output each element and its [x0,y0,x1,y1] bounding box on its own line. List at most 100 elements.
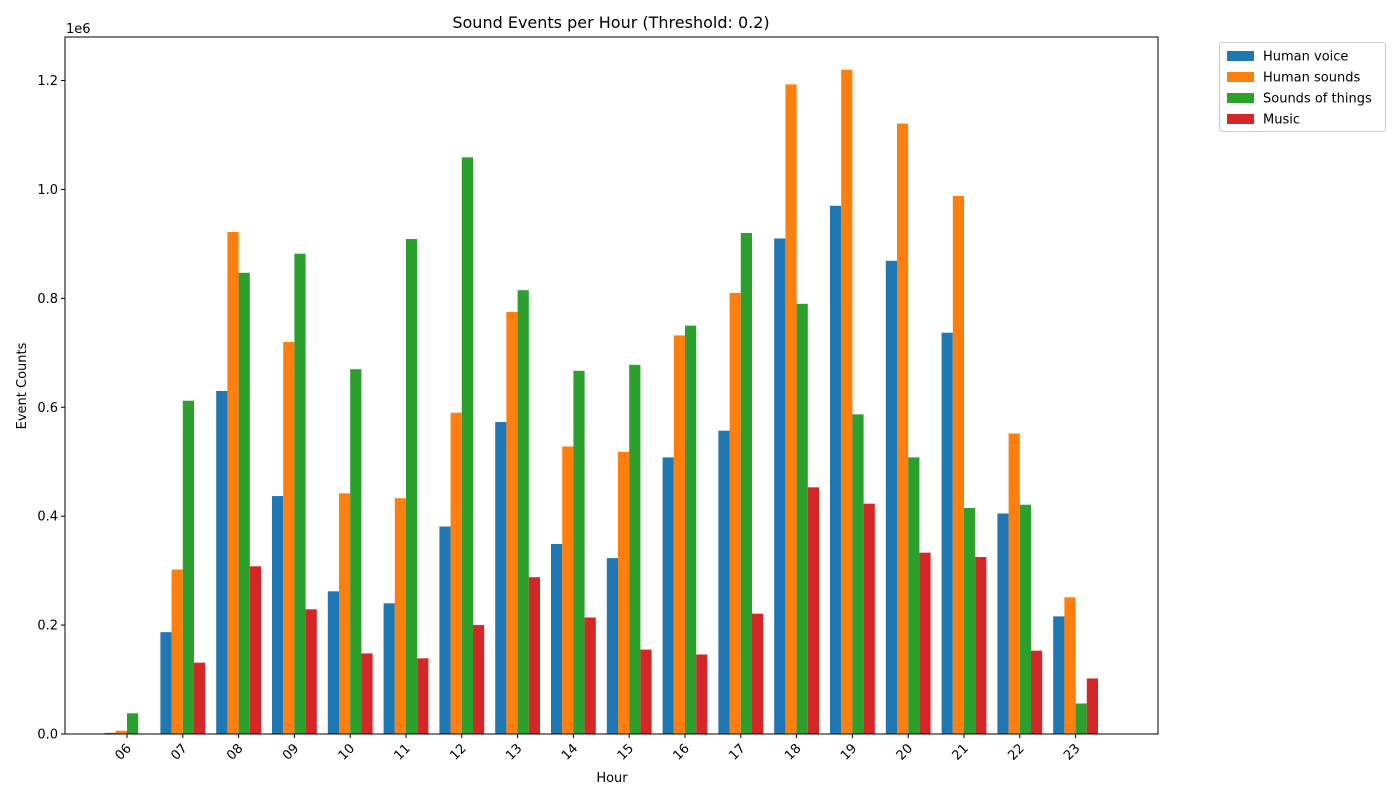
x-axis-label: Hour [596,771,628,786]
bar-human-sounds-09 [283,341,295,734]
bar-sounds-of-things-09 [294,253,306,734]
x-tick-label: 08 [224,741,246,763]
x-tick-label: 18 [782,741,804,763]
legend-swatch [1227,51,1254,61]
x-tick-label: 20 [894,741,916,763]
bar-human-voice-11 [383,603,395,734]
bar-music-14 [584,617,596,734]
bars-layer [104,69,1098,735]
bar-human-voice-10 [327,591,339,734]
bar-sounds-of-things-10 [350,369,362,734]
bar-human-sounds-13 [506,311,518,734]
x-tick-label: 16 [671,741,693,763]
bar-human-voice-21 [941,332,953,734]
bar-sounds-of-things-06 [127,713,139,734]
bar-music-11 [417,658,429,734]
bar-human-voice-18 [774,238,786,735]
bar-sounds-of-things-22 [1019,504,1031,734]
bar-human-voice-19 [830,205,842,735]
bar-human-voice-13 [495,421,507,734]
legend-entry: Human sounds [1263,71,1360,86]
bar-human-voice-14 [551,543,563,734]
bar-human-voice-16 [662,457,674,734]
y-offset-label: 1e6 [66,22,91,37]
bar-human-voice-12 [439,526,451,734]
y-tick-label: 0.4 [37,510,58,525]
bar-sounds-of-things-16 [685,325,697,734]
bar-sounds-of-things-13 [517,290,529,734]
x-tick-label: 19 [838,741,860,763]
bar-sounds-of-things-21 [964,508,976,734]
bar-music-22 [1031,650,1043,734]
bar-human-sounds-11 [394,498,406,734]
bar-music-08 [249,566,261,734]
bar-music-23 [1086,678,1098,734]
y-tick-label: 0.8 [37,292,58,307]
x-tick-label: 14 [559,741,581,763]
bar-human-voice-15 [606,558,618,734]
bar-human-voice-17 [718,430,730,734]
bar-human-sounds-21 [952,196,964,734]
x-tick-label: 21 [950,741,972,763]
x-tick-label: 06 [113,741,135,763]
x-tick-label: 07 [168,741,190,763]
bar-sounds-of-things-19 [852,414,864,734]
bar-music-19 [863,503,875,734]
bar-music-18 [807,487,819,734]
bar-music-12 [473,625,485,734]
bar-human-sounds-23 [1064,597,1076,734]
bar-human-voice-20 [885,260,897,734]
legend-swatch [1227,114,1254,124]
bar-sounds-of-things-23 [1075,703,1087,734]
bar-human-sounds-06 [115,730,127,734]
legend: Human voice Human sounds Sounds of things M… [1219,42,1386,132]
x-tick-label: 09 [280,741,302,763]
y-axis-label: Event Counts [15,342,30,429]
bar-human-sounds-18 [785,84,797,735]
bar-music-13 [528,577,540,734]
x-tick-label: 11 [392,741,414,763]
x-tick-label: 17 [726,741,748,763]
bar-human-sounds-17 [729,292,741,734]
bar-sounds-of-things-18 [796,303,808,734]
bar-human-voice-22 [997,513,1009,734]
bar-sounds-of-things-20 [908,457,920,734]
bar-human-sounds-14 [562,446,574,734]
bar-sounds-of-things-11 [406,239,418,734]
bar-human-voice-07 [160,632,172,734]
bar-human-sounds-22 [1008,433,1020,734]
x-axis: 06 07 08 09 10 11 12 13 14 15 16 17 18 19 20 21 22 23 [113,734,1083,764]
bar-human-sounds-10 [339,493,351,734]
bar-human-sounds-12 [450,412,462,734]
chart-title: Sound Events per Hour (Threshold: 0.2) [452,13,769,32]
bar-human-sounds-15 [618,451,630,734]
bar-sounds-of-things-14 [573,370,585,734]
bar-music-21 [975,557,987,734]
y-tick-label: 0.6 [37,401,58,416]
bar-music-17 [752,613,764,734]
bar-sounds-of-things-08 [238,272,250,734]
bar-human-voice-06 [104,732,116,734]
y-tick-label: 1.2 [37,74,58,89]
bar-human-voice-08 [216,390,228,734]
legend-swatch [1227,93,1254,103]
y-tick-label: 0.2 [37,619,58,634]
x-tick-label: 10 [336,741,358,763]
x-tick-label: 13 [503,741,525,763]
y-axis: 0.0 0.2 0.4 0.6 0.8 1.0 1.2 [37,74,65,743]
legend-swatch [1227,72,1254,82]
x-tick-label: 22 [1005,741,1027,763]
bar-human-voice-09 [272,496,284,734]
legend-box [1219,42,1386,132]
legend-entry: Music [1263,113,1300,128]
bar-human-sounds-19 [841,69,853,735]
bar-human-sounds-07 [171,569,183,734]
bar-human-sounds-08 [227,231,239,734]
bar-sounds-of-things-15 [629,364,641,734]
bar-music-07 [194,662,206,734]
bar-human-voice-23 [1053,616,1065,734]
legend-entry: Human voice [1263,50,1348,65]
bar-music-16 [696,654,708,734]
bar-sounds-of-things-17 [740,233,752,734]
